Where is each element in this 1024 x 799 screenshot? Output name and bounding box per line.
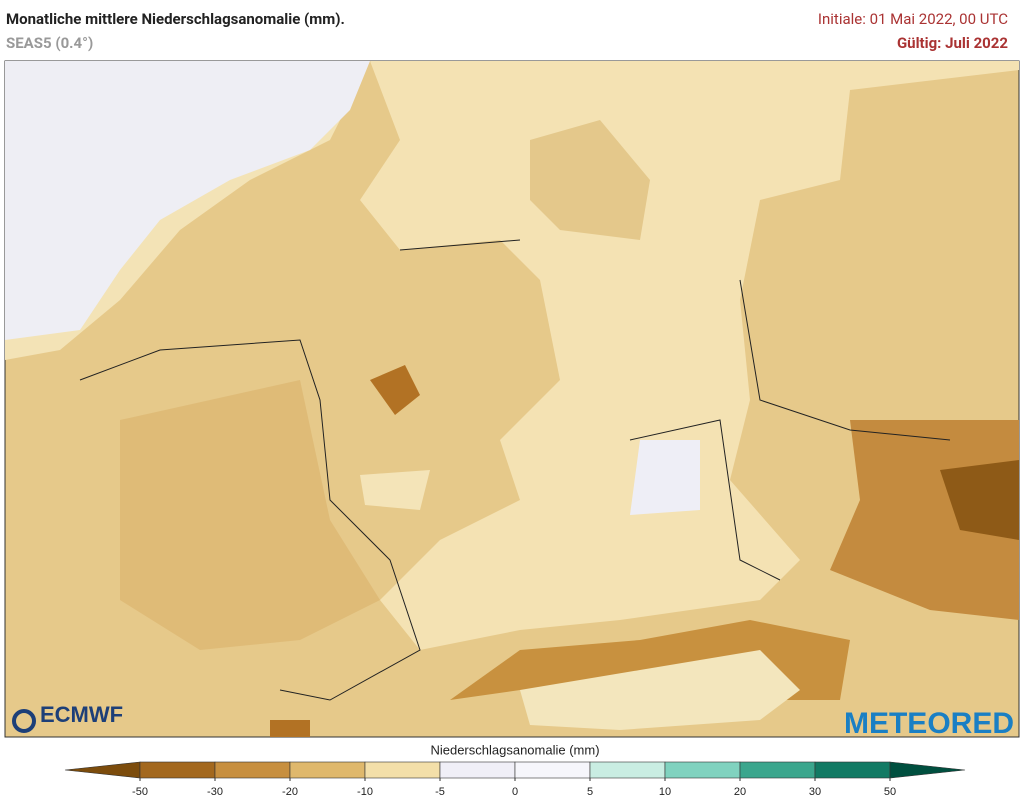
title: Monatliche mittlere Niederschlagsanomali… xyxy=(6,10,345,28)
colorbar-extend-high xyxy=(889,761,966,779)
colorbar-segment xyxy=(439,761,516,779)
dry-spot xyxy=(270,720,310,737)
meteored-logo: METEORED xyxy=(844,707,1014,740)
alps-region xyxy=(520,650,800,730)
colorbar-tick-label: -10 xyxy=(357,786,373,798)
map xyxy=(4,60,1020,738)
very-dry-region xyxy=(940,460,1019,540)
colorbar-tick-label: -20 xyxy=(282,786,298,798)
colorbar-segment xyxy=(214,761,291,779)
colorbar-segment xyxy=(739,761,816,779)
light-region xyxy=(360,61,1019,650)
colorbar-segment xyxy=(139,761,216,779)
colorbar-tick-label: 5 xyxy=(587,786,593,798)
neutral-region xyxy=(630,440,700,515)
initial-date: Initiale: 01 Mai 2022, 00 UTC xyxy=(817,10,1008,28)
colorbar-segment xyxy=(289,761,366,779)
sea xyxy=(5,61,370,340)
colorbar-extend-low xyxy=(64,761,141,779)
colorbar-tick-label: 20 xyxy=(734,786,746,798)
ecmwf-logo: ECMWF xyxy=(40,702,123,727)
colorbar-tick-label: -5 xyxy=(435,786,445,798)
colorbar-segment xyxy=(364,761,441,779)
colorbar-segment xyxy=(514,761,591,779)
colorbar-segment xyxy=(664,761,741,779)
colorbar-tick-label: 10 xyxy=(659,786,671,798)
ecmwf-icon xyxy=(12,709,36,733)
colorbar-tick-label: -50 xyxy=(132,786,148,798)
wet-spot xyxy=(360,470,430,510)
dry-region xyxy=(120,380,380,650)
colorbar-segment xyxy=(589,761,666,779)
colorbar-tick-label: 30 xyxy=(809,786,821,798)
dry-region xyxy=(530,120,650,240)
valid-date: Gültig: Juli 2022 xyxy=(896,34,1008,52)
colorbar-tick-label: -30 xyxy=(207,786,223,798)
colorbar-tick-label: 50 xyxy=(884,786,896,798)
subtitle: SEAS5 (0.4°) xyxy=(6,34,94,52)
dry-spot xyxy=(370,365,420,415)
colorbar-segment xyxy=(814,761,891,779)
colorbar: -50 -30 -20 -10 -5 0 5 10 20 30 50 xyxy=(64,761,966,798)
colorbar-label: Niederschlagsanomalie (mm) xyxy=(430,742,599,757)
colorbar-tick-label: 0 xyxy=(512,786,518,798)
border-line xyxy=(79,239,951,701)
